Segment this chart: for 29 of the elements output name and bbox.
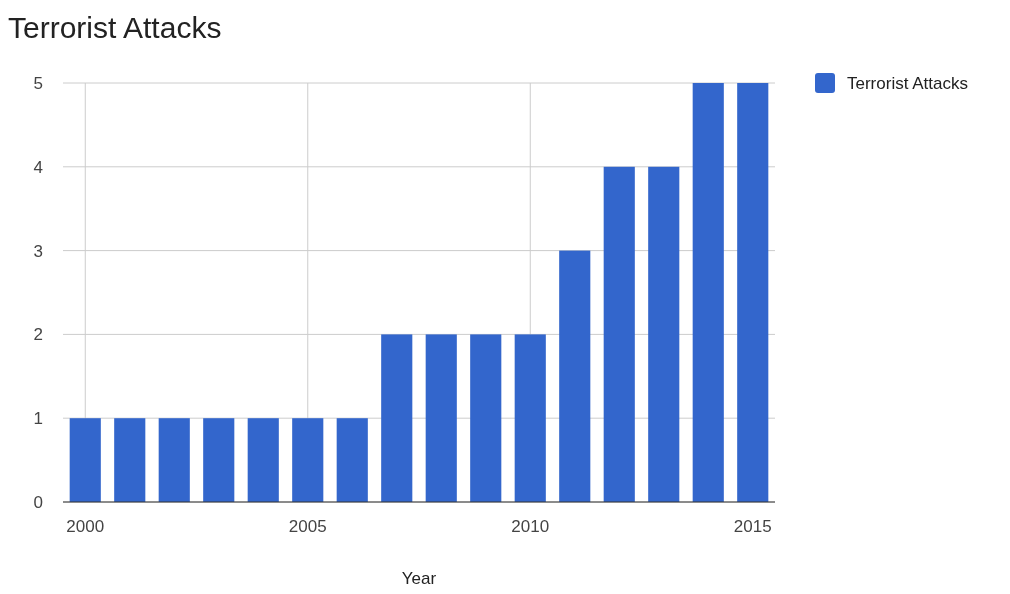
y-tick-label: 4 <box>33 157 43 177</box>
y-tick-label: 0 <box>33 492 43 512</box>
bar <box>158 418 190 502</box>
x-tick-label: 2010 <box>511 517 550 536</box>
bar <box>425 334 457 502</box>
x-tick-label: 2005 <box>288 517 327 536</box>
x-tick-label: 2015 <box>733 517 772 536</box>
bar <box>247 418 279 502</box>
bar <box>603 166 635 502</box>
bar <box>336 418 368 502</box>
bar <box>292 418 324 502</box>
chart-title: Terrorist Attacks <box>8 11 222 44</box>
y-tick-label: 5 <box>33 73 43 93</box>
bar <box>692 83 724 502</box>
legend-label: Terrorist Attacks <box>847 73 968 93</box>
bar <box>648 166 680 502</box>
y-tick-label: 1 <box>33 409 43 429</box>
bar <box>737 83 769 502</box>
x-tick-label: 2000 <box>66 517 105 536</box>
bar <box>114 418 146 502</box>
bar <box>203 418 235 502</box>
bar <box>69 418 101 502</box>
bar <box>559 250 591 502</box>
y-tick-label: 2 <box>33 325 43 345</box>
y-tick-label: 3 <box>33 241 43 261</box>
bar <box>381 334 413 502</box>
x-axis-title: Year <box>401 569 437 588</box>
bar <box>470 334 502 502</box>
bar <box>514 334 546 502</box>
